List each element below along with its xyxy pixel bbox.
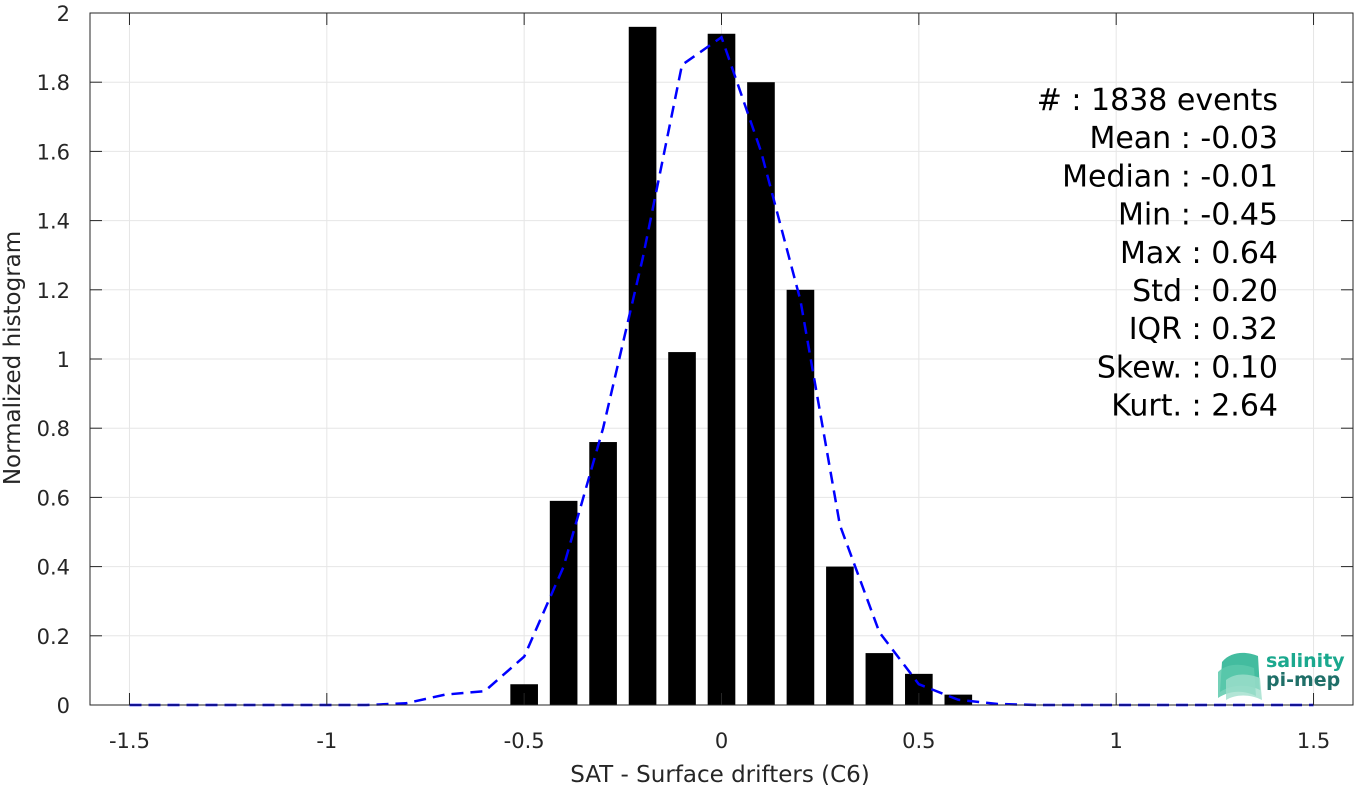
x-tick-label: -1.5 <box>109 729 150 753</box>
x-tick-label: 1 <box>1110 729 1123 753</box>
y-tick-label: 0 <box>57 694 70 718</box>
logo-line2: pi-mep <box>1266 669 1340 691</box>
y-tick-label: 2 <box>57 2 70 26</box>
y-tick-label: 1.2 <box>37 279 70 303</box>
x-axis-label: SAT - Surface drifters (C6) <box>570 762 870 785</box>
histogram-bar <box>668 352 696 705</box>
histogram-bar <box>589 442 617 705</box>
histogram-bar <box>826 566 854 705</box>
salinity-pi-mep-logo: salinity pi-mep <box>1218 650 1345 700</box>
y-tick-label: 0.2 <box>37 625 70 649</box>
histogram-bar <box>786 289 815 705</box>
stats-line: Median : -0.01 <box>1062 159 1278 194</box>
stats-line: Kurt. : 2.64 <box>1111 389 1278 424</box>
stats-line: Skew. : 0.10 <box>1097 350 1278 385</box>
histogram-bar <box>865 653 894 705</box>
stats-line: Mean : -0.03 <box>1089 121 1278 156</box>
stats-line: Std : 0.20 <box>1132 274 1278 309</box>
y-tick-label: 1.4 <box>37 210 70 234</box>
y-tick-label: 0.4 <box>37 556 70 580</box>
histogram-bars <box>510 26 973 705</box>
logo-line1: salinity <box>1266 650 1345 672</box>
stats-line: Min : -0.45 <box>1118 198 1278 233</box>
y-tick-label: 1.8 <box>37 71 70 95</box>
histogram-bar <box>747 82 775 705</box>
x-tick-label: -1 <box>316 729 337 753</box>
stats-line: # : 1838 events <box>1037 83 1278 118</box>
y-tick-label: 0.6 <box>37 486 70 510</box>
y-tick-labels: 0 0.2 0.4 0.6 0.8 1 1.2 1.4 1.6 1.8 2 <box>37 2 70 718</box>
stats-line: IQR : 0.32 <box>1129 312 1278 347</box>
y-tick-label: 0.8 <box>37 417 70 441</box>
x-tick-label: -0.5 <box>504 729 545 753</box>
y-tick-label: 1 <box>57 348 70 372</box>
histogram-bar <box>628 26 657 705</box>
axes-box <box>89 12 1354 706</box>
x-tick-labels: -1.5 -1 -0.5 0 0.5 1 1.5 <box>109 729 1330 753</box>
y-tick-label: 1.6 <box>37 140 70 164</box>
x-tick-label: 0.5 <box>902 729 935 753</box>
x-tick-label: 1.5 <box>1297 729 1330 753</box>
x-tick-label: 0 <box>715 729 728 753</box>
y-axis-label: Normalized histogram <box>0 231 26 485</box>
wave-logo-icon <box>1218 652 1262 700</box>
histogram-bar <box>707 33 736 705</box>
stats-line: Max : 0.64 <box>1120 236 1278 271</box>
